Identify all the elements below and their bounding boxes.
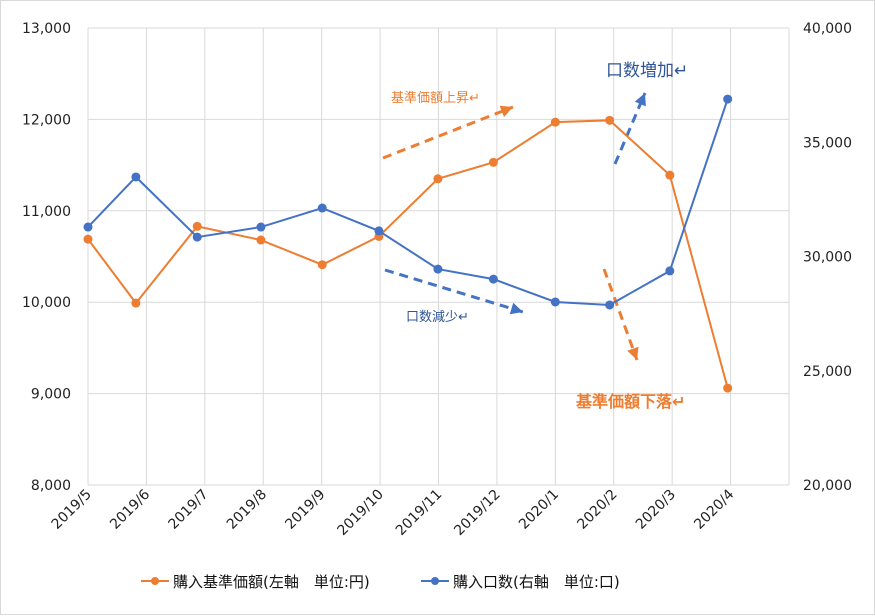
annotation-units-up: 口数増加↵ xyxy=(606,61,688,81)
x-tick-label: 2019/9 xyxy=(282,487,328,533)
y-left-tick-label: 9,000 xyxy=(31,387,71,403)
data-point-price xyxy=(665,170,675,180)
data-point-price xyxy=(256,235,266,245)
y-right-tick-label: 20,000 xyxy=(803,478,852,494)
data-point-units xyxy=(433,264,443,274)
x-tick-label: 2019/7 xyxy=(166,487,212,533)
data-point-units xyxy=(317,203,327,213)
legend-label-units: 購入口数(右軸 単位:口) xyxy=(453,573,620,591)
data-point-units xyxy=(374,226,384,236)
x-tick-label: 2019/12 xyxy=(451,487,503,539)
x-tick-label: 2020/3 xyxy=(633,487,679,533)
arrow-price-down-head xyxy=(627,346,639,360)
x-tick-label: 2020/2 xyxy=(574,487,620,533)
data-point-units xyxy=(83,222,93,232)
y-right-tick-label: 40,000 xyxy=(803,21,852,37)
data-point-price xyxy=(550,117,560,127)
legend: 購入基準価額(左軸 単位:円) 購入口数(右軸 単位:口) xyxy=(141,573,620,591)
data-point-price xyxy=(192,221,202,231)
arrow-price-up xyxy=(382,105,514,160)
series-line-units xyxy=(87,98,729,306)
arrow-price-down xyxy=(602,268,639,361)
y-right-tick-label: 30,000 xyxy=(803,250,852,266)
arrow-units-down-head xyxy=(509,302,523,315)
annotation-price-down: 基準価額下落↵ xyxy=(575,392,685,411)
arrow-units-up-head xyxy=(634,93,646,107)
data-point-price xyxy=(83,234,93,244)
arrow-price-up-head xyxy=(499,105,513,117)
legend-marker-units xyxy=(431,577,439,585)
data-point-price xyxy=(723,383,733,393)
y-right-tick-label: 35,000 xyxy=(803,135,852,151)
data-point-price xyxy=(605,115,615,125)
y-left-tick-label: 13,000 xyxy=(22,21,71,37)
legend-label-price: 購入基準価額(左軸 単位:円) xyxy=(173,573,370,591)
data-point-price xyxy=(131,298,141,308)
x-tick-label: 2019/8 xyxy=(224,487,270,533)
x-tick-label: 2019/11 xyxy=(393,487,445,539)
data-point-units xyxy=(131,172,141,182)
x-tick-label: 2020/1 xyxy=(516,487,562,533)
x-tick-label: 2019/10 xyxy=(334,487,386,539)
data-point-units xyxy=(550,297,560,307)
arrow-units-up xyxy=(613,92,647,165)
x-tick-label: 2020/4 xyxy=(691,486,737,532)
annotation-price-up: 基準価額上昇↵ xyxy=(391,90,480,106)
data-point-price xyxy=(488,157,498,167)
data-point-units xyxy=(256,222,266,232)
data-point-units xyxy=(605,300,615,310)
data-point-units xyxy=(723,94,733,104)
y-left-tick-label: 12,000 xyxy=(22,112,71,128)
y-left-tick-label: 11,000 xyxy=(22,204,71,220)
data-point-units xyxy=(665,266,675,276)
data-point-units xyxy=(192,232,202,242)
series-line-price xyxy=(87,119,729,389)
x-tick-label: 2019/6 xyxy=(107,486,153,532)
data-point-price xyxy=(433,174,443,184)
legend-marker-price xyxy=(151,577,159,585)
data-point-price xyxy=(317,260,327,270)
y-left-tick-label: 10,000 xyxy=(22,295,71,311)
arrow-units-down xyxy=(384,268,524,314)
annotation-units-down: 口数減少↵ xyxy=(406,309,469,325)
data-point-units xyxy=(488,274,498,284)
y-left-tick-label: 8,000 xyxy=(31,478,71,494)
y-right-tick-label: 25,000 xyxy=(803,364,852,380)
